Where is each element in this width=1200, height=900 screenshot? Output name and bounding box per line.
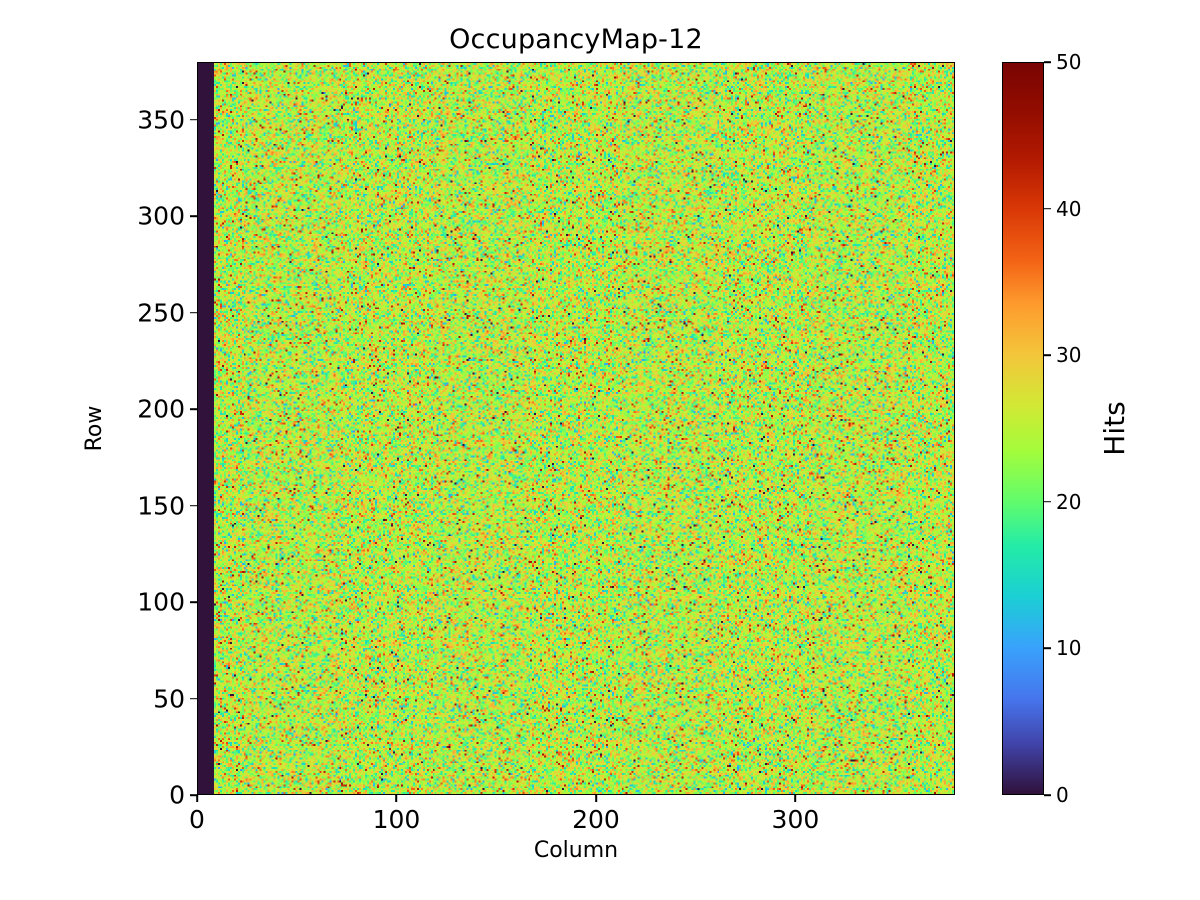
x-axis-label: Column (533, 838, 619, 863)
colorbar-tick-label: 10 (1056, 636, 1082, 661)
colorbar-tick: 20 (1044, 490, 1104, 514)
y-axis-tick-mark (190, 408, 197, 410)
colorbar-gradient (1003, 63, 1043, 794)
x-axis-tick-label: 0 (189, 805, 205, 834)
y-axis-tick-label: 200 (137, 394, 185, 424)
y-axis-tick: 200 (137, 395, 197, 424)
y-axis-tick-mark (190, 119, 197, 121)
colorbar-tick-mark (1044, 794, 1051, 796)
colorbar-tick: 50 (1044, 50, 1104, 74)
colorbar-tick-label: 20 (1056, 489, 1082, 514)
x-axis-tick: 0 (167, 795, 227, 835)
colorbar-tick: 0 (1044, 783, 1104, 807)
x-axis-tick-mark (395, 795, 398, 802)
colorbar-tick: 10 (1044, 636, 1104, 660)
y-axis-tick-mark (190, 697, 197, 700)
y-axis-tick-label: 300 (137, 201, 185, 231)
y-axis-tick: 50 (153, 684, 197, 713)
y-axis-label: Row (82, 405, 107, 452)
x-axis-tick: 300 (765, 795, 825, 835)
colorbar (1002, 62, 1044, 795)
colorbar-tick: 30 (1044, 343, 1104, 367)
y-axis-tick: 350 (137, 105, 197, 134)
x-axis-tick-label: 200 (572, 805, 620, 834)
y-axis-tick-mark (190, 601, 197, 603)
occupancy-heatmap-image (198, 63, 954, 794)
y-axis-tick-label: 0 (169, 780, 185, 810)
colorbar-tick-mark (1044, 354, 1051, 356)
y-axis-tick-label: 350 (137, 105, 185, 135)
x-axis-tick: 200 (566, 795, 626, 835)
x-axis-tick: 100 (366, 795, 426, 835)
x-axis-tick-mark (196, 795, 198, 802)
x-axis-tick-label: 100 (372, 805, 421, 834)
y-axis-tick-label: 50 (153, 684, 185, 714)
y-axis-tick-label: 250 (137, 298, 185, 328)
y-axis-tick: 250 (137, 298, 197, 327)
colorbar-tick-label: 0 (1056, 783, 1069, 807)
y-axis-tick-mark (190, 215, 197, 218)
colorbar-tick-label: 40 (1056, 196, 1082, 221)
colorbar-tick: 40 (1044, 197, 1104, 221)
y-axis-tick: 300 (137, 202, 197, 231)
colorbar-tick-mark (1044, 61, 1051, 63)
x-axis-tick-label: 300 (771, 805, 820, 834)
colorbar-tick-mark (1044, 207, 1051, 210)
y-axis-tick-label: 150 (137, 491, 185, 521)
y-axis-tick: 0 (169, 781, 197, 810)
colorbar-tick-mark (1044, 501, 1051, 503)
x-axis-tick-mark (794, 795, 797, 802)
y-axis-tick: 100 (137, 588, 197, 617)
y-axis-tick: 150 (137, 491, 197, 520)
colorbar-tick-label: 50 (1056, 50, 1082, 74)
y-axis-tick-mark (190, 504, 197, 507)
colorbar-tick-label: 30 (1056, 343, 1082, 368)
y-axis-tick-label: 100 (137, 587, 185, 617)
x-axis-tick-mark (595, 795, 597, 802)
y-axis-tick-mark (190, 794, 197, 796)
y-axis-tick-mark (190, 311, 197, 314)
colorbar-label: Hits (1098, 401, 1131, 456)
heatmap-plot-area (197, 62, 955, 795)
colorbar-tick-mark (1044, 647, 1051, 650)
page-title: OccupancyMap-12 (449, 24, 703, 55)
